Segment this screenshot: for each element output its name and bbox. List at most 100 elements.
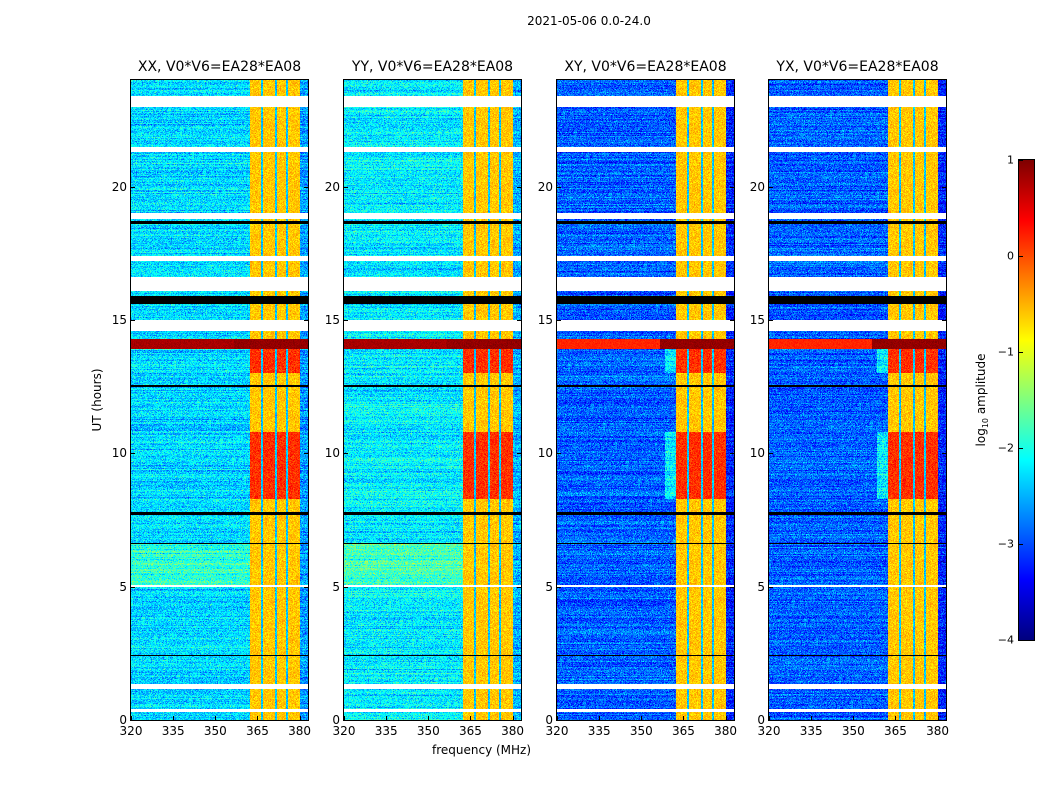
x-tick-mark [641,716,643,720]
y-tick-mark [942,186,946,188]
x-tick-label: 380 [501,724,525,738]
y-tick-mark [730,453,734,455]
y-tick-label: 20 [537,179,553,194]
y-tick-label: 0 [332,713,340,727]
x-tick-mark [428,716,430,720]
panel-title: YX, V0*V6=EA28*EA08 [776,59,939,75]
plot-frame [130,79,309,721]
x-tick-mark [853,716,855,720]
y-tick-mark [769,720,773,721]
colorbar-tick-label: −4 [997,633,1014,647]
plot-frame [556,79,735,721]
y-tick-mark [304,186,308,188]
y-tick-label: 10 [749,446,765,461]
colorbar-tick-label: −3 [997,537,1014,551]
y-tick-mark [131,320,135,321]
heatmap-yy [344,80,521,720]
y-tick-mark [730,186,734,188]
colorbar-tick-mark [1019,256,1023,257]
y-tick-mark [557,320,561,321]
colorbar-tick-label: 0 [1007,249,1014,263]
y-tick-mark [344,453,348,455]
y-tick-label: 20 [324,179,340,194]
y-tick-mark [769,586,773,588]
y-tick-mark [344,586,348,588]
x-tick-label: 335 [161,724,185,738]
colorbar-label-log: log [973,428,988,447]
x-axis-label: frequency (MHz) [432,743,532,757]
x-tick-mark [299,716,301,720]
y-tick-label: 5 [757,579,765,594]
x-tick-mark [811,716,813,720]
y-tick-label: 15 [324,313,340,327]
x-tick-label: 365 [245,724,269,738]
x-tick-label: 320 [332,724,356,738]
heatmap-xy [557,80,734,720]
y-tick-label: 10 [111,446,127,461]
x-tick-mark [470,716,472,720]
x-tick-mark [769,716,770,720]
x-tick-label: 380 [714,724,738,738]
colorbar-tick-mark [1019,160,1023,161]
heatmap-yx [769,80,946,720]
y-tick-label: 15 [111,313,127,327]
x-tick-label: 380 [926,724,950,738]
y-tick-mark [517,586,521,588]
y-tick-mark [730,720,734,721]
y-tick-label: 10 [537,446,553,461]
y-tick-mark [304,453,308,455]
x-tick-mark [683,716,685,720]
colorbar-tick-label: 1 [1007,153,1014,167]
y-tick-mark [517,320,521,321]
panel-title: XX, V0*V6=EA28*EA08 [137,59,302,75]
colorbar-label-rest: amplitude [973,353,988,418]
x-tick-label: 350 [841,724,865,738]
x-tick-mark [344,716,345,720]
y-tick-label: 0 [119,713,127,727]
y-tick-label: 20 [749,179,765,194]
x-tick-label: 335 [587,724,611,738]
y-tick-mark [557,186,561,188]
y-tick-label: 10 [324,446,340,461]
y-tick-mark [304,586,308,588]
x-tick-mark [557,716,558,720]
x-tick-mark [512,716,514,720]
y-tick-mark [344,320,348,321]
y-tick-mark [517,453,521,455]
x-tick-label: 365 [883,724,907,738]
y-tick-mark [344,720,348,721]
y-tick-mark [730,586,734,588]
y-tick-label: 15 [749,313,765,327]
y-tick-label: 5 [332,579,340,594]
y-tick-label: 5 [119,579,127,594]
y-tick-mark [131,720,135,721]
y-tick-mark [304,720,308,721]
colorbar-tick-label: −1 [997,345,1014,359]
heatmap-xx [131,80,308,720]
y-tick-mark [769,186,773,188]
y-tick-mark [942,320,946,321]
y-tick-mark [131,186,135,188]
colorbar-tick-mark [1019,640,1023,641]
y-tick-label: 0 [757,713,765,727]
x-tick-label: 365 [458,724,482,738]
x-tick-mark [173,716,175,720]
x-tick-label: 320 [757,724,781,738]
x-tick-mark [725,716,727,720]
plot-frame [768,79,947,721]
x-tick-label: 350 [629,724,653,738]
x-tick-mark [599,716,601,720]
y-tick-mark [730,320,734,321]
figure-title: 2021-05-06 0.0-24.0 [527,14,651,28]
y-tick-mark [557,720,561,721]
y-tick-mark [557,453,561,455]
y-tick-mark [557,586,561,588]
y-tick-mark [131,586,135,588]
y-tick-label: 5 [545,579,553,594]
y-tick-mark [769,453,773,455]
panel-title: YY, V0*V6=EA28*EA08 [351,59,514,75]
y-tick-mark [942,453,946,455]
x-tick-label: 335 [799,724,823,738]
x-tick-label: 335 [374,724,398,738]
x-tick-mark [937,716,939,720]
